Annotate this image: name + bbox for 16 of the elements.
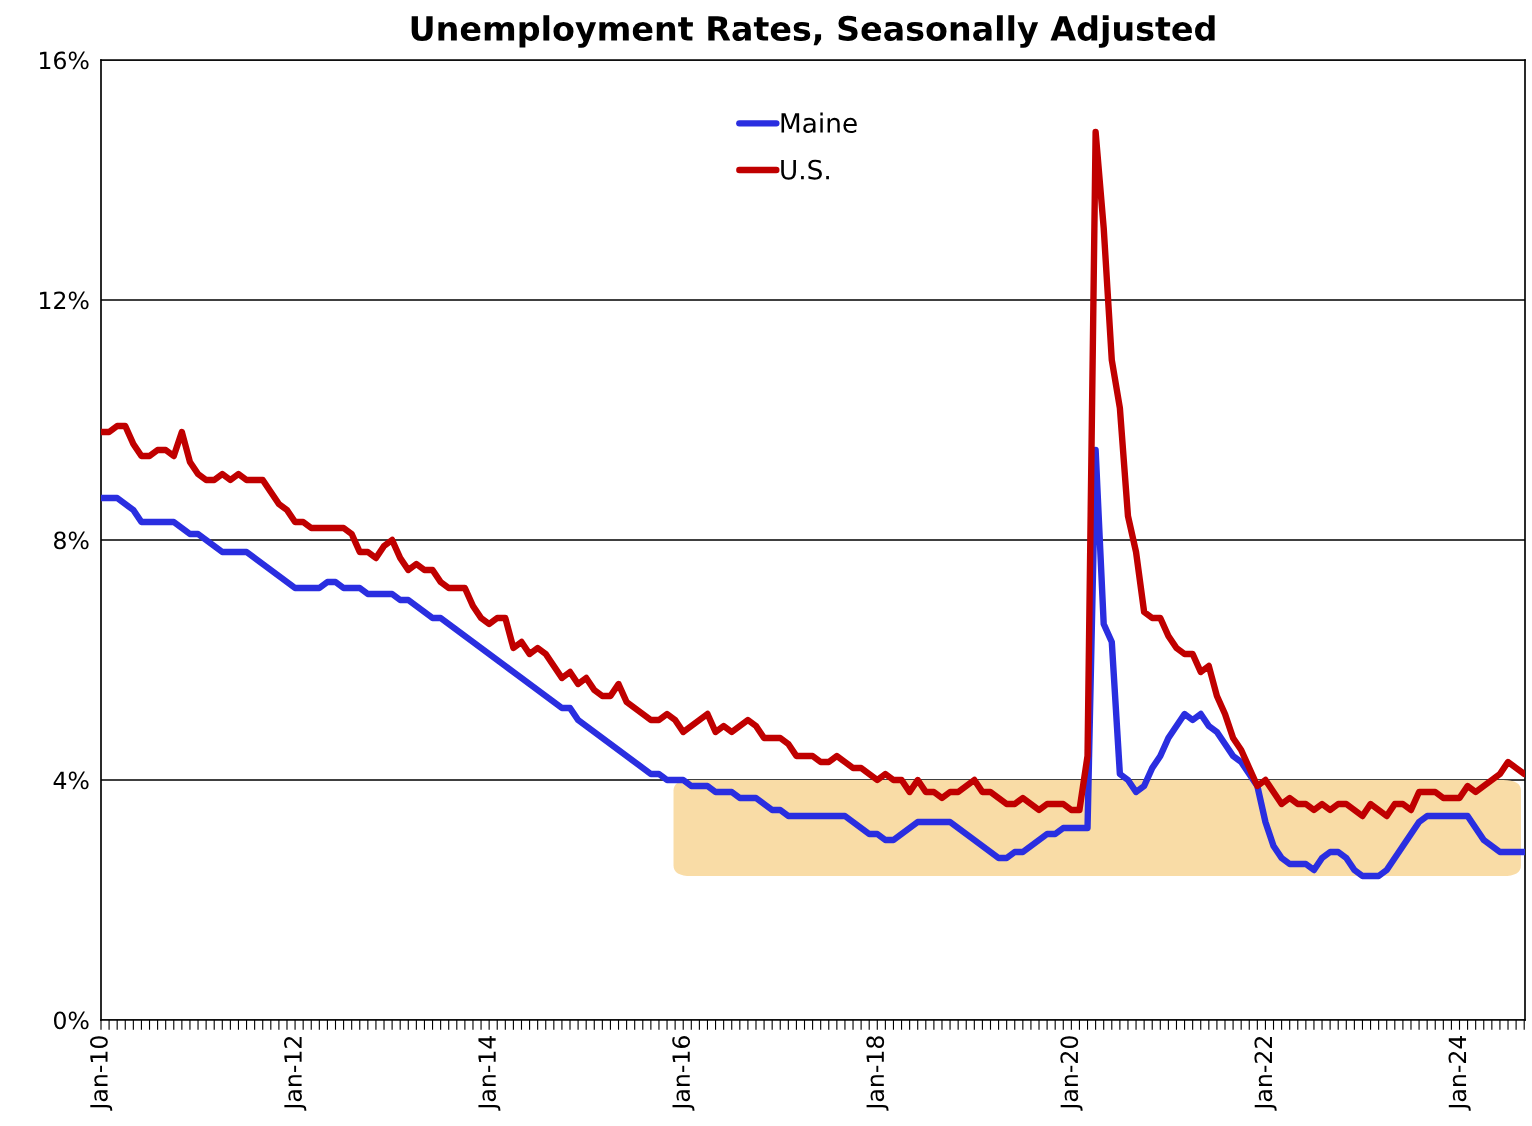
x-tick-label: Jan-20 [1060,1036,1083,1111]
y-tick-label: 0% [53,1011,89,1030]
chart-title: Unemployment Rates, Seasonally Adjusted [411,15,1215,48]
x-tick-label: Jan-10 [89,1036,113,1111]
legend-label: U.S. [781,159,829,180]
x-tick-label: Jan-22 [1254,1036,1277,1111]
y-tick-label: 4% [53,771,89,790]
y-tick-label: 16% [40,51,89,70]
x-tick-label: Jan-16 [672,1036,695,1111]
x-tick-label: Jan-12 [284,1036,307,1111]
legend-label: Maine [781,112,857,133]
x-tick-label: Jan-18 [866,1036,889,1111]
y-tick-label: 12% [40,291,89,310]
x-tick-label: Jan-14 [478,1035,501,1111]
y-tick-label: 8% [54,531,89,550]
x-tick-label: Jan-24 [1448,1035,1471,1111]
